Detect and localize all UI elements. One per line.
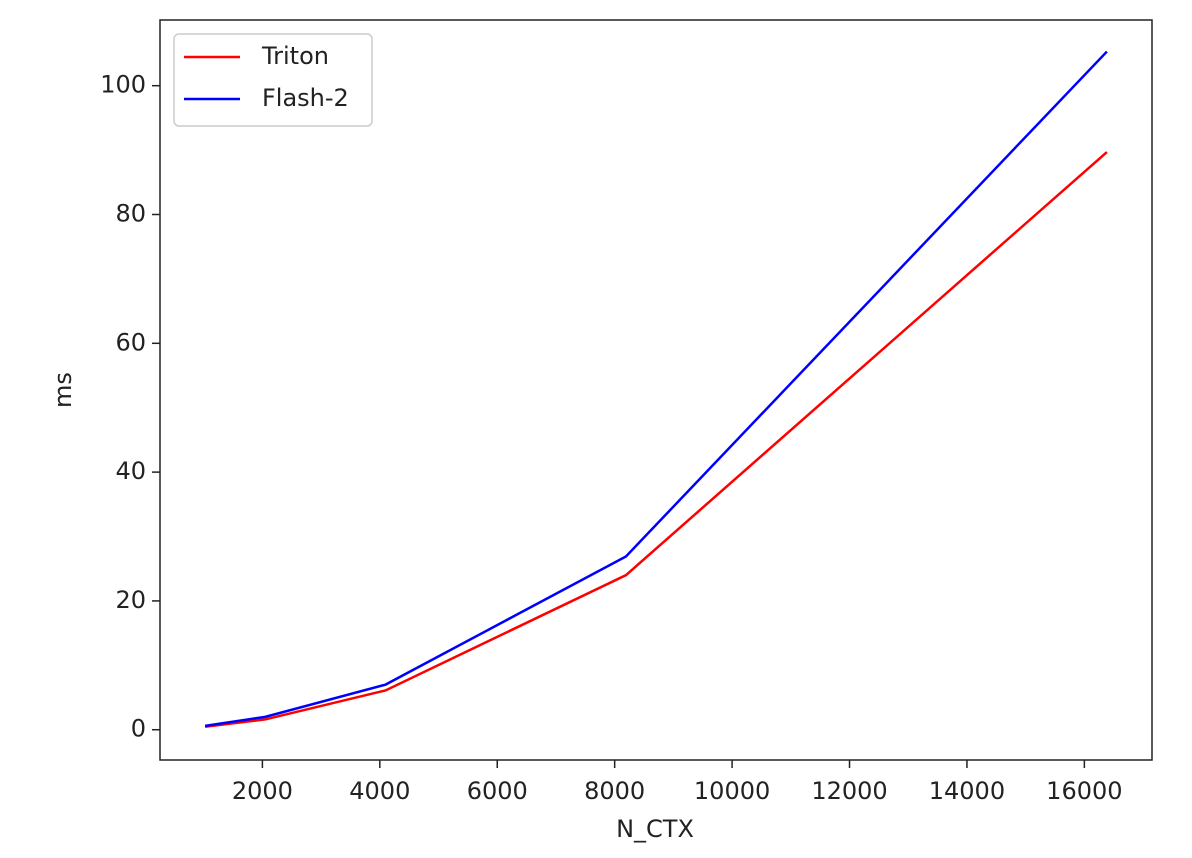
x-tick-label: 12000	[811, 777, 887, 805]
y-tick-label: 60	[115, 328, 146, 356]
plot-frame	[159, 19, 1153, 761]
legend-label: Flash-2	[262, 84, 349, 112]
y-tick-label: 100	[100, 71, 146, 99]
x-tick-label: 2000	[232, 777, 293, 805]
series-line	[204, 50, 1108, 728]
legend: Triton Flash-2	[173, 33, 373, 127]
x-tick-label: 10000	[694, 777, 770, 805]
y-axis-label: ms	[49, 372, 77, 408]
x-tick-label: 16000	[1046, 777, 1122, 805]
x-axis-label: N_CTX	[616, 815, 694, 843]
x-tick-label: 6000	[467, 777, 528, 805]
y-tick-label: 40	[115, 457, 146, 485]
y-tick-label: 20	[115, 586, 146, 614]
y-tick-label: 0	[131, 715, 146, 743]
x-tick-label: 14000	[929, 777, 1005, 805]
series-line	[204, 151, 1108, 728]
x-tick-label: 8000	[584, 777, 645, 805]
legend-label: Triton	[261, 42, 329, 70]
x-tick-label: 4000	[349, 777, 410, 805]
y-tick-label: 80	[115, 199, 146, 227]
